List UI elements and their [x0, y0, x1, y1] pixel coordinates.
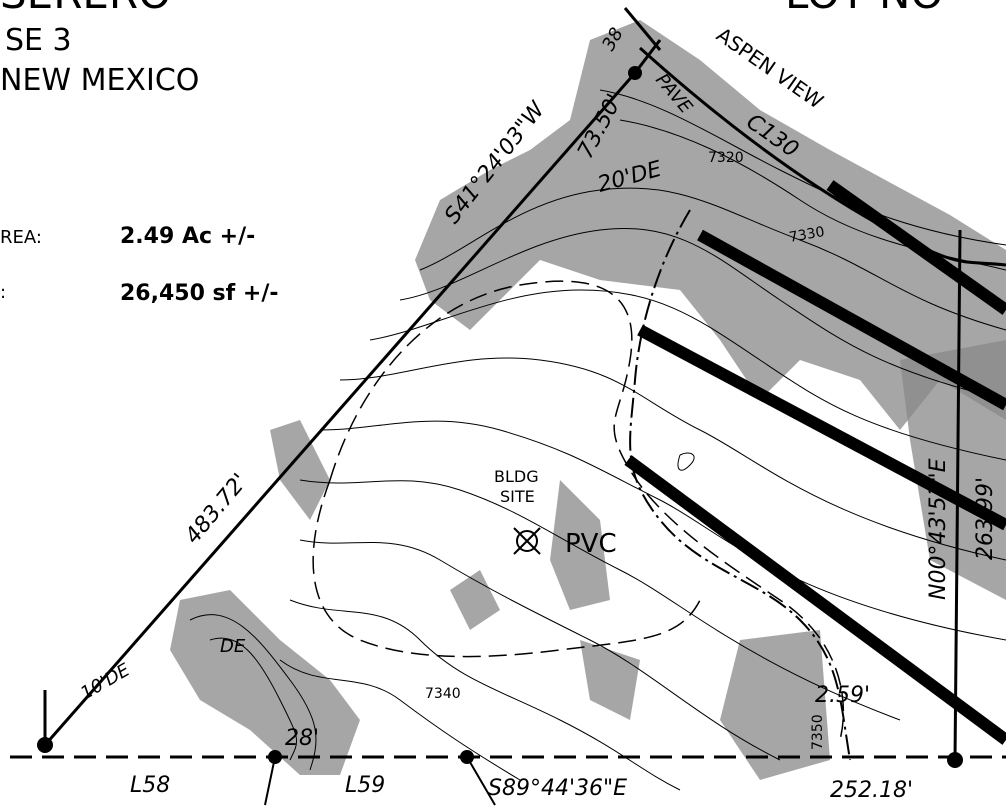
distance: 263.99': [973, 477, 998, 560]
area-value: 2.49 Ac +/-: [120, 224, 255, 249]
pvc: PVC: [565, 529, 617, 559]
state: NEW MEXICO: [0, 63, 199, 98]
contour-label: 7330: [788, 224, 826, 246]
site: SITE: [500, 487, 535, 506]
title: SERERO: [0, 0, 171, 18]
pvc-symbol: [513, 527, 541, 555]
distance: 483.72': [180, 469, 253, 549]
line-label: L59: [345, 773, 385, 798]
utility-bars: [624, 180, 1006, 745]
contour-lines: [189, 89, 1006, 791]
sf-label: :: [0, 282, 6, 303]
driveway-centerline: [629, 209, 851, 761]
line-label: L58: [130, 773, 170, 798]
contour-label: 7340: [425, 686, 461, 702]
monuments: [37, 66, 963, 768]
lot-title: LOT NO: [785, 0, 943, 18]
lot-boundary: [10, 7, 1006, 806]
bldg: BLDG: [494, 467, 539, 486]
phase: SE 3: [5, 23, 72, 58]
distance: 2.59': [815, 683, 870, 708]
sf-value: 26,450 sf +/-: [120, 281, 278, 306]
bearing: N00°43'53"E: [926, 458, 951, 600]
bearing: S89°44'36"E: [488, 776, 627, 801]
easement: DE: [220, 636, 246, 657]
distance: 252.18': [830, 778, 913, 803]
contour-label: 7320: [708, 150, 744, 166]
distance: 28': [285, 726, 319, 751]
contour-label: 7350: [810, 714, 826, 750]
easement: 10'DE: [77, 659, 134, 704]
building-envelope: [312, 280, 845, 741]
area-label: REA:: [0, 227, 42, 248]
